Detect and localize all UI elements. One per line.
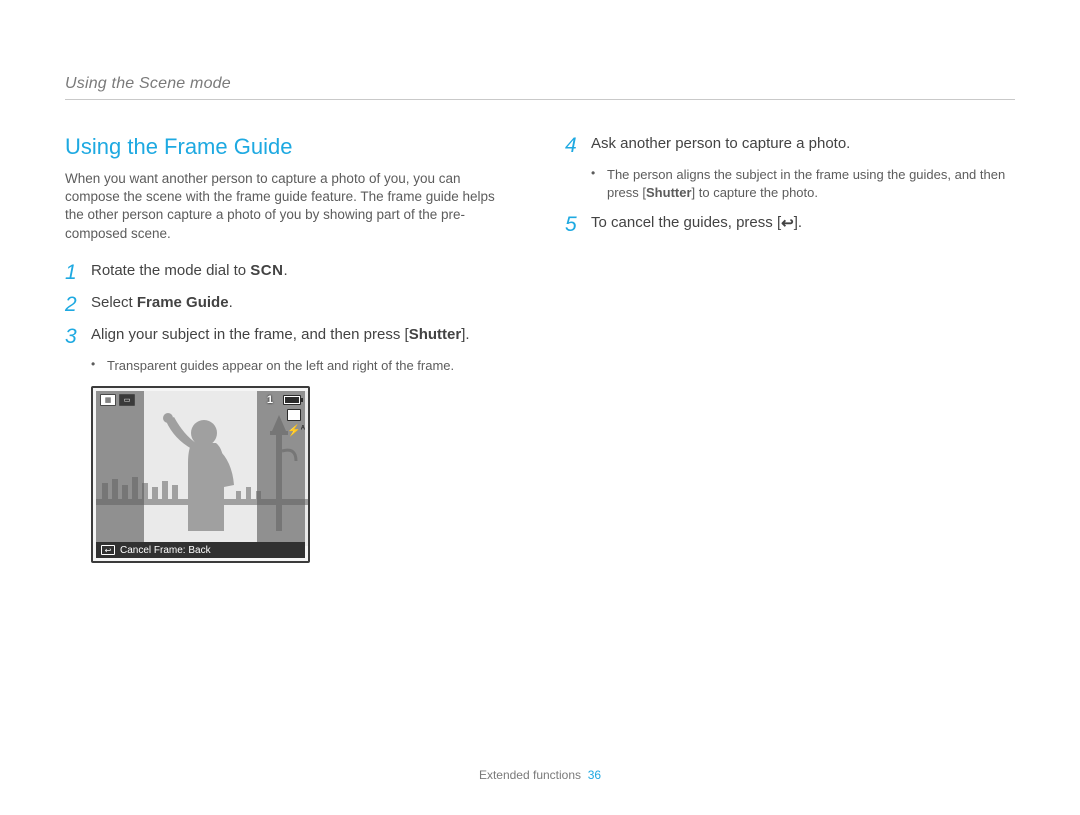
frame-guide-icon: ▭ [119, 394, 135, 406]
text-fragment: . [229, 294, 233, 311]
intro-paragraph: When you want another person to capture … [65, 170, 515, 243]
step-3: 3 Align your subject in the frame, and t… [65, 325, 515, 347]
step-4-bullet: • The person aligns the subject in the f… [591, 166, 1015, 201]
back-icon: ↩ [101, 545, 115, 555]
frame-guide-left [96, 391, 144, 542]
step-number: 5 [565, 213, 591, 235]
lcd-top-right-icons: 1 ⚡A [267, 394, 301, 436]
bold-term: Frame Guide [137, 294, 229, 311]
step-3-bullet: • Transparent guides appear on the left … [91, 357, 515, 375]
memory-icon [287, 409, 301, 421]
mode-icon: ▦ [100, 394, 116, 406]
bullet-text: The person aligns the subject in the fra… [607, 166, 1015, 201]
right-column: 4 Ask another person to capture a photo.… [565, 134, 1015, 563]
camera-lcd-illustration: ▦ ▭ 1 ⚡A ↩ Cancel Frame: Back [91, 386, 310, 563]
text-fragment: Align your subject in the frame, and the… [91, 326, 409, 343]
step-number: 1 [65, 261, 91, 283]
flash-icon: ⚡A [287, 424, 301, 436]
two-column-layout: Using the Frame Guide When you want anot… [65, 134, 1015, 563]
step-text: Align your subject in the frame, and the… [91, 325, 470, 345]
breadcrumb: Using the Scene mode [65, 75, 1015, 100]
section-heading: Using the Frame Guide [65, 134, 515, 160]
step-number: 2 [65, 293, 91, 315]
battery-icon [283, 395, 301, 405]
text-fragment: Select [91, 294, 137, 311]
step-1: 1 Rotate the mode dial to SCN. [65, 261, 515, 283]
step-text: To cancel the guides, press [↩]. [591, 213, 802, 233]
lcd-bottom-bar: ↩ Cancel Frame: Back [96, 542, 305, 558]
bold-term: Shutter [646, 185, 692, 200]
scn-mode-label: SCN [250, 262, 283, 279]
bullet-dot: • [591, 166, 607, 201]
bullet-text: Transparent guides appear on the left an… [107, 357, 454, 375]
text-fragment: To cancel the guides, press [ [591, 214, 781, 231]
lcd-bottom-label: Cancel Frame: Back [120, 545, 211, 556]
text-fragment: ] to capture the photo. [692, 185, 818, 200]
text-fragment: ]. [794, 214, 802, 231]
text-fragment: . [283, 262, 287, 279]
step-text: Rotate the mode dial to SCN. [91, 261, 288, 281]
step-number: 4 [565, 134, 591, 156]
step-5: 5 To cancel the guides, press [↩]. [565, 213, 1015, 235]
page-number: 36 [588, 768, 601, 782]
text-fragment: ]. [461, 326, 469, 343]
text-fragment: Rotate the mode dial to [91, 262, 250, 279]
lcd-top-left-icons: ▦ ▭ [100, 394, 135, 406]
shot-counter: 1 [267, 394, 273, 406]
bullet-dot: • [91, 357, 107, 375]
page-footer: Extended functions 36 [0, 768, 1080, 782]
lcd-inner: ▦ ▭ 1 ⚡A ↩ Cancel Frame: Back [96, 391, 305, 558]
step-text: Select Frame Guide. [91, 293, 233, 313]
step-4: 4 Ask another person to capture a photo. [565, 134, 1015, 156]
return-icon: ↩ [781, 214, 794, 234]
footer-label: Extended functions [479, 768, 581, 782]
step-2: 2 Select Frame Guide. [65, 293, 515, 315]
bold-term: Shutter [409, 326, 462, 343]
left-column: Using the Frame Guide When you want anot… [65, 134, 515, 563]
step-text: Ask another person to capture a photo. [591, 134, 850, 154]
step-number: 3 [65, 325, 91, 347]
